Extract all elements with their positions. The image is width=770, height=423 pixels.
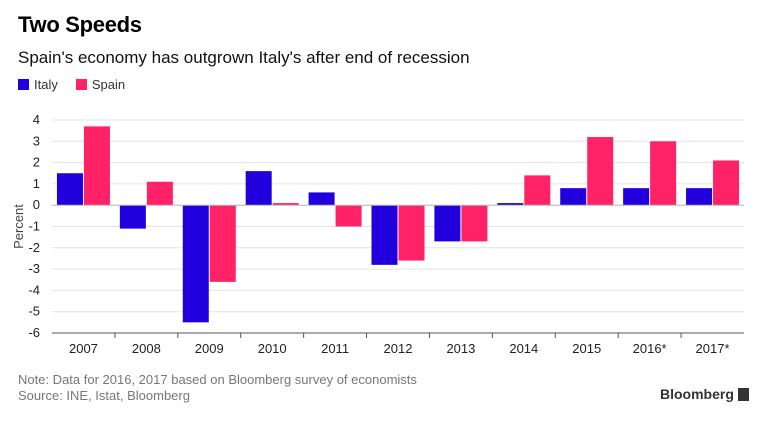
chart-subtitle: Spain's economy has outgrown Italy's aft…: [18, 48, 470, 67]
bar-spain-2007: [83, 126, 110, 206]
bar-italy-2016: [623, 188, 650, 206]
bar-italy-2007: [56, 173, 83, 206]
bar-italy-2010: [245, 171, 272, 206]
bar-spain-2013: [461, 205, 488, 242]
bar-italy-2008: [119, 205, 146, 229]
chart-title: Two Speeds: [18, 12, 142, 37]
y-tick-label: -2: [28, 240, 40, 255]
bar-italy-2009: [182, 205, 209, 323]
bloomberg-logo: Bloomberg: [660, 386, 749, 402]
bar-spain-2017: [713, 160, 740, 206]
x-tick-label: 2014: [509, 341, 538, 356]
y-tick-label: 4: [33, 112, 40, 127]
y-tick-label: -5: [28, 304, 40, 319]
legend-item-spain: Spain: [75, 77, 126, 92]
brand-text: Bloomberg: [660, 386, 734, 402]
x-tick-label: 2009: [195, 341, 224, 356]
note-text: Note: Data for 2016, 2017 based on Bloom…: [18, 372, 417, 387]
legend-item-italy: Italy: [18, 77, 58, 92]
y-tick-label: -6: [28, 325, 40, 340]
bar-spain-2008: [146, 181, 173, 206]
y-axis-label: Percent: [11, 204, 26, 249]
bar-spain-2009: [209, 205, 236, 282]
bloomberg-mark-icon: [737, 387, 749, 401]
y-tick-label: -1: [28, 219, 40, 234]
x-tick-label: 2011: [321, 341, 349, 356]
source-text: Source: INE, Istat, Bloomberg: [18, 388, 190, 403]
x-tick-label: 2017*: [696, 341, 730, 356]
y-tick-label: 0: [33, 197, 40, 212]
bar-spain-2015: [587, 137, 614, 206]
x-tick-label: 2016*: [633, 341, 667, 356]
x-tick-label: 2012: [384, 341, 413, 356]
y-tick-label: 3: [33, 133, 40, 148]
bar-italy-2014: [497, 203, 524, 206]
bar-italy-2012: [371, 205, 398, 265]
bar-italy-2017: [686, 188, 713, 206]
bar-spain-2014: [524, 175, 551, 206]
legend-label-italy: Italy: [34, 77, 58, 92]
y-tick-label: 2: [33, 155, 40, 170]
legend: Italy Spain: [18, 77, 143, 92]
footer-note: Note: Data for 2016, 2017 based on Bloom…: [18, 372, 417, 404]
y-tick-label: -3: [28, 261, 40, 276]
bar-spain-2011: [335, 205, 362, 227]
bar-spain-2012: [398, 205, 425, 261]
x-tick-label: 2007: [69, 341, 98, 356]
legend-swatch-italy: [18, 79, 29, 90]
bar-spain-2010: [272, 203, 299, 206]
bar-italy-2013: [434, 205, 461, 242]
bar-spain-2016: [650, 141, 677, 206]
legend-swatch-spain: [75, 79, 87, 90]
bar-italy-2015: [560, 188, 587, 206]
x-tick-label: 2008: [132, 341, 161, 356]
x-tick-label: 2013: [446, 341, 475, 356]
x-tick-label: 2015: [572, 341, 601, 356]
legend-label-spain: Spain: [91, 77, 126, 92]
y-tick-label: 1: [33, 176, 40, 191]
y-tick-label: -4: [28, 282, 40, 297]
x-tick-label: 2010: [258, 341, 287, 356]
bar-italy-2011: [308, 192, 335, 206]
